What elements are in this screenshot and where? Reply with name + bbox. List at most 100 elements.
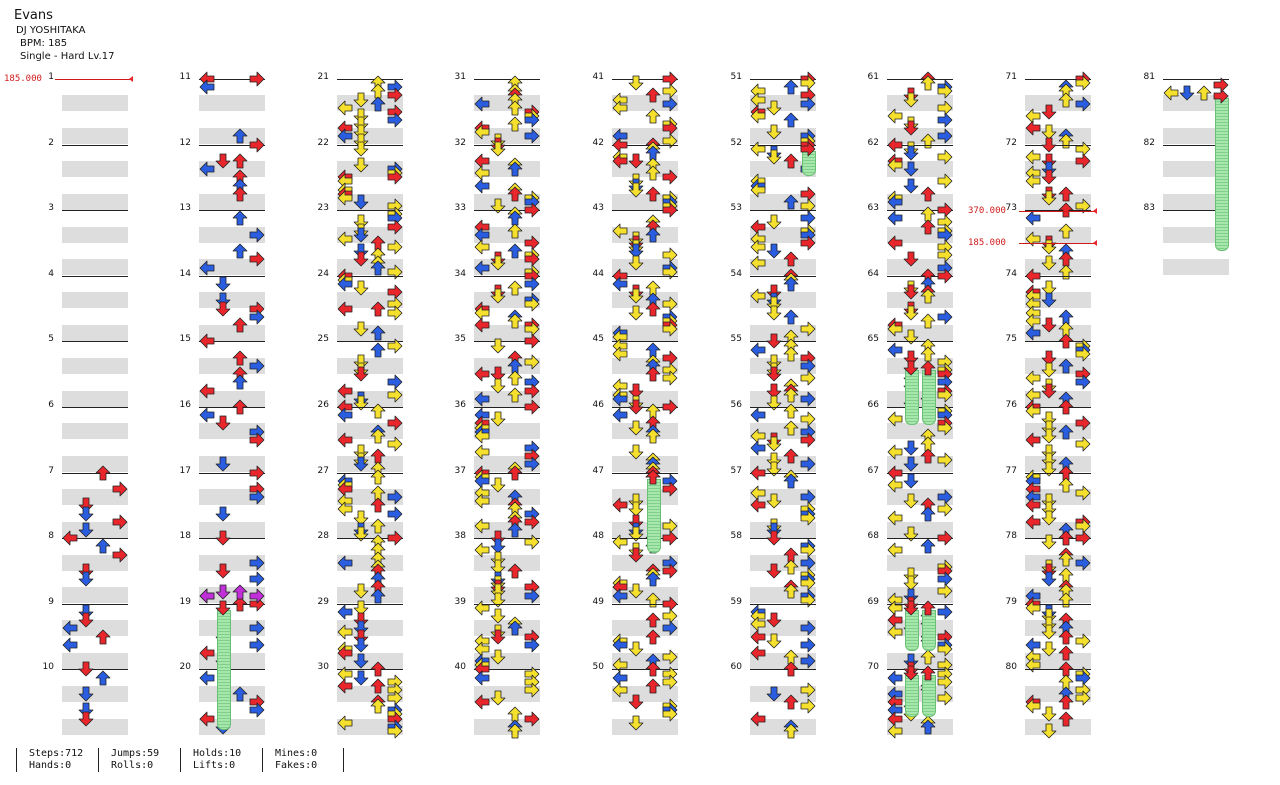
arrow-left-icon <box>199 333 215 349</box>
beat-band <box>337 587 403 604</box>
arrow-down-icon <box>628 641 644 657</box>
arrow-left-icon <box>887 477 903 493</box>
arrow-right-icon <box>387 338 403 354</box>
measure-line <box>474 407 540 408</box>
arrow-down-icon <box>78 702 94 718</box>
beat-band <box>62 226 128 243</box>
arrow-up-icon <box>507 223 523 239</box>
arrow-left-icon <box>62 637 78 653</box>
arrow-left-icon <box>337 624 353 640</box>
arrow-up-icon <box>507 522 523 538</box>
measure-number: 51 <box>730 72 742 82</box>
arrow-left-icon <box>612 497 628 513</box>
beat-band <box>612 193 678 210</box>
arrow-right-icon <box>249 71 265 87</box>
measure-number: 48 <box>592 531 604 542</box>
arrow-left-icon <box>1025 210 1041 226</box>
arrow-left-icon <box>887 210 903 226</box>
arrow-right-icon <box>1075 485 1091 501</box>
measure-number: 22 <box>317 137 329 148</box>
measure-line <box>337 275 403 277</box>
arrow-left-icon <box>199 260 215 276</box>
beat-band <box>612 324 678 341</box>
arrow-down-icon <box>353 600 369 616</box>
measure-number: 67 <box>867 465 879 476</box>
arrow-left-icon <box>750 108 766 124</box>
hold-note <box>922 370 936 425</box>
measure-number: 13 <box>179 203 191 214</box>
arrow-up-icon <box>1058 333 1074 349</box>
arrow-down-icon <box>766 436 782 452</box>
arrow-right-icon <box>800 370 816 386</box>
arrow-left-icon <box>750 711 766 727</box>
arrow-down-icon <box>353 133 369 149</box>
arrow-left-icon <box>337 128 353 144</box>
measure-number: 16 <box>179 400 191 410</box>
beat-band <box>199 423 265 440</box>
stats-divider <box>343 748 344 772</box>
arrow-down-icon <box>628 288 644 304</box>
hold-note <box>905 675 919 717</box>
arrow-down-icon <box>78 506 94 522</box>
arrow-up-icon <box>920 133 936 149</box>
arrow-right-icon <box>937 452 953 468</box>
arrow-up-icon <box>783 387 799 403</box>
stats-jumps-rolls: Jumps:59 Rolls:0 <box>98 748 159 772</box>
arrow-left-icon <box>337 678 353 694</box>
arrow-left-icon <box>612 682 628 698</box>
arrow-up-icon <box>370 661 386 677</box>
measure-number: 32 <box>454 137 466 148</box>
measure-number: 56 <box>730 400 742 410</box>
arrow-up-icon <box>783 694 799 710</box>
arrow-up-icon <box>95 629 111 645</box>
beat-band <box>474 226 540 243</box>
arrow-up-icon <box>95 670 111 686</box>
beat-band <box>62 390 128 407</box>
arrow-left-icon <box>199 670 215 686</box>
arrow-right-icon <box>524 383 540 399</box>
arrow-right-icon <box>662 264 678 280</box>
measure-number: 65 <box>867 334 879 345</box>
arrow-up-icon <box>370 96 386 112</box>
arrow-left-icon <box>750 645 766 661</box>
arrow-left-icon <box>474 124 490 140</box>
arrow-down-icon <box>490 690 506 706</box>
arrow-down-icon <box>490 551 506 567</box>
arrow-down-icon <box>215 563 231 579</box>
measure-line <box>337 538 403 540</box>
measure-number: 47 <box>592 465 604 476</box>
arrow-left-icon <box>337 100 353 116</box>
arrow-down-icon <box>628 153 644 169</box>
arrow-right-icon <box>249 637 265 653</box>
arrow-down-icon <box>628 444 644 460</box>
arrow-up-icon <box>645 428 661 444</box>
arrow-down-icon <box>1041 534 1057 550</box>
arrow-down-icon <box>1041 190 1057 206</box>
beat-band <box>62 620 128 637</box>
arrow-right-icon <box>800 235 816 251</box>
measure-number: 77 <box>1005 465 1017 476</box>
measure-number: 4 <box>48 268 54 279</box>
measure-number: 21 <box>317 72 329 82</box>
arrow-right-icon <box>524 588 540 604</box>
arrow-down-icon <box>490 378 506 394</box>
arrow-up-icon <box>645 678 661 694</box>
measure-line <box>337 603 403 605</box>
arrow-left-icon <box>887 510 903 526</box>
measure-line <box>337 79 403 80</box>
arrow-up-icon <box>507 387 523 403</box>
arrow-up-icon <box>232 596 248 612</box>
arrow-right-icon <box>524 514 540 530</box>
arrow-up-icon <box>232 186 248 202</box>
measure-number: 62 <box>867 137 879 148</box>
measure-line <box>474 210 540 212</box>
arrow-up-icon <box>1058 477 1074 493</box>
beat-band <box>337 390 403 407</box>
arrow-down-icon <box>353 92 369 108</box>
measure-number: 5 <box>48 334 54 345</box>
arrow-up-icon <box>232 153 248 169</box>
arrow-right-icon <box>800 698 816 714</box>
arrow-up-icon <box>783 403 799 419</box>
beat-band <box>612 95 678 112</box>
arrow-up-icon <box>370 469 386 485</box>
